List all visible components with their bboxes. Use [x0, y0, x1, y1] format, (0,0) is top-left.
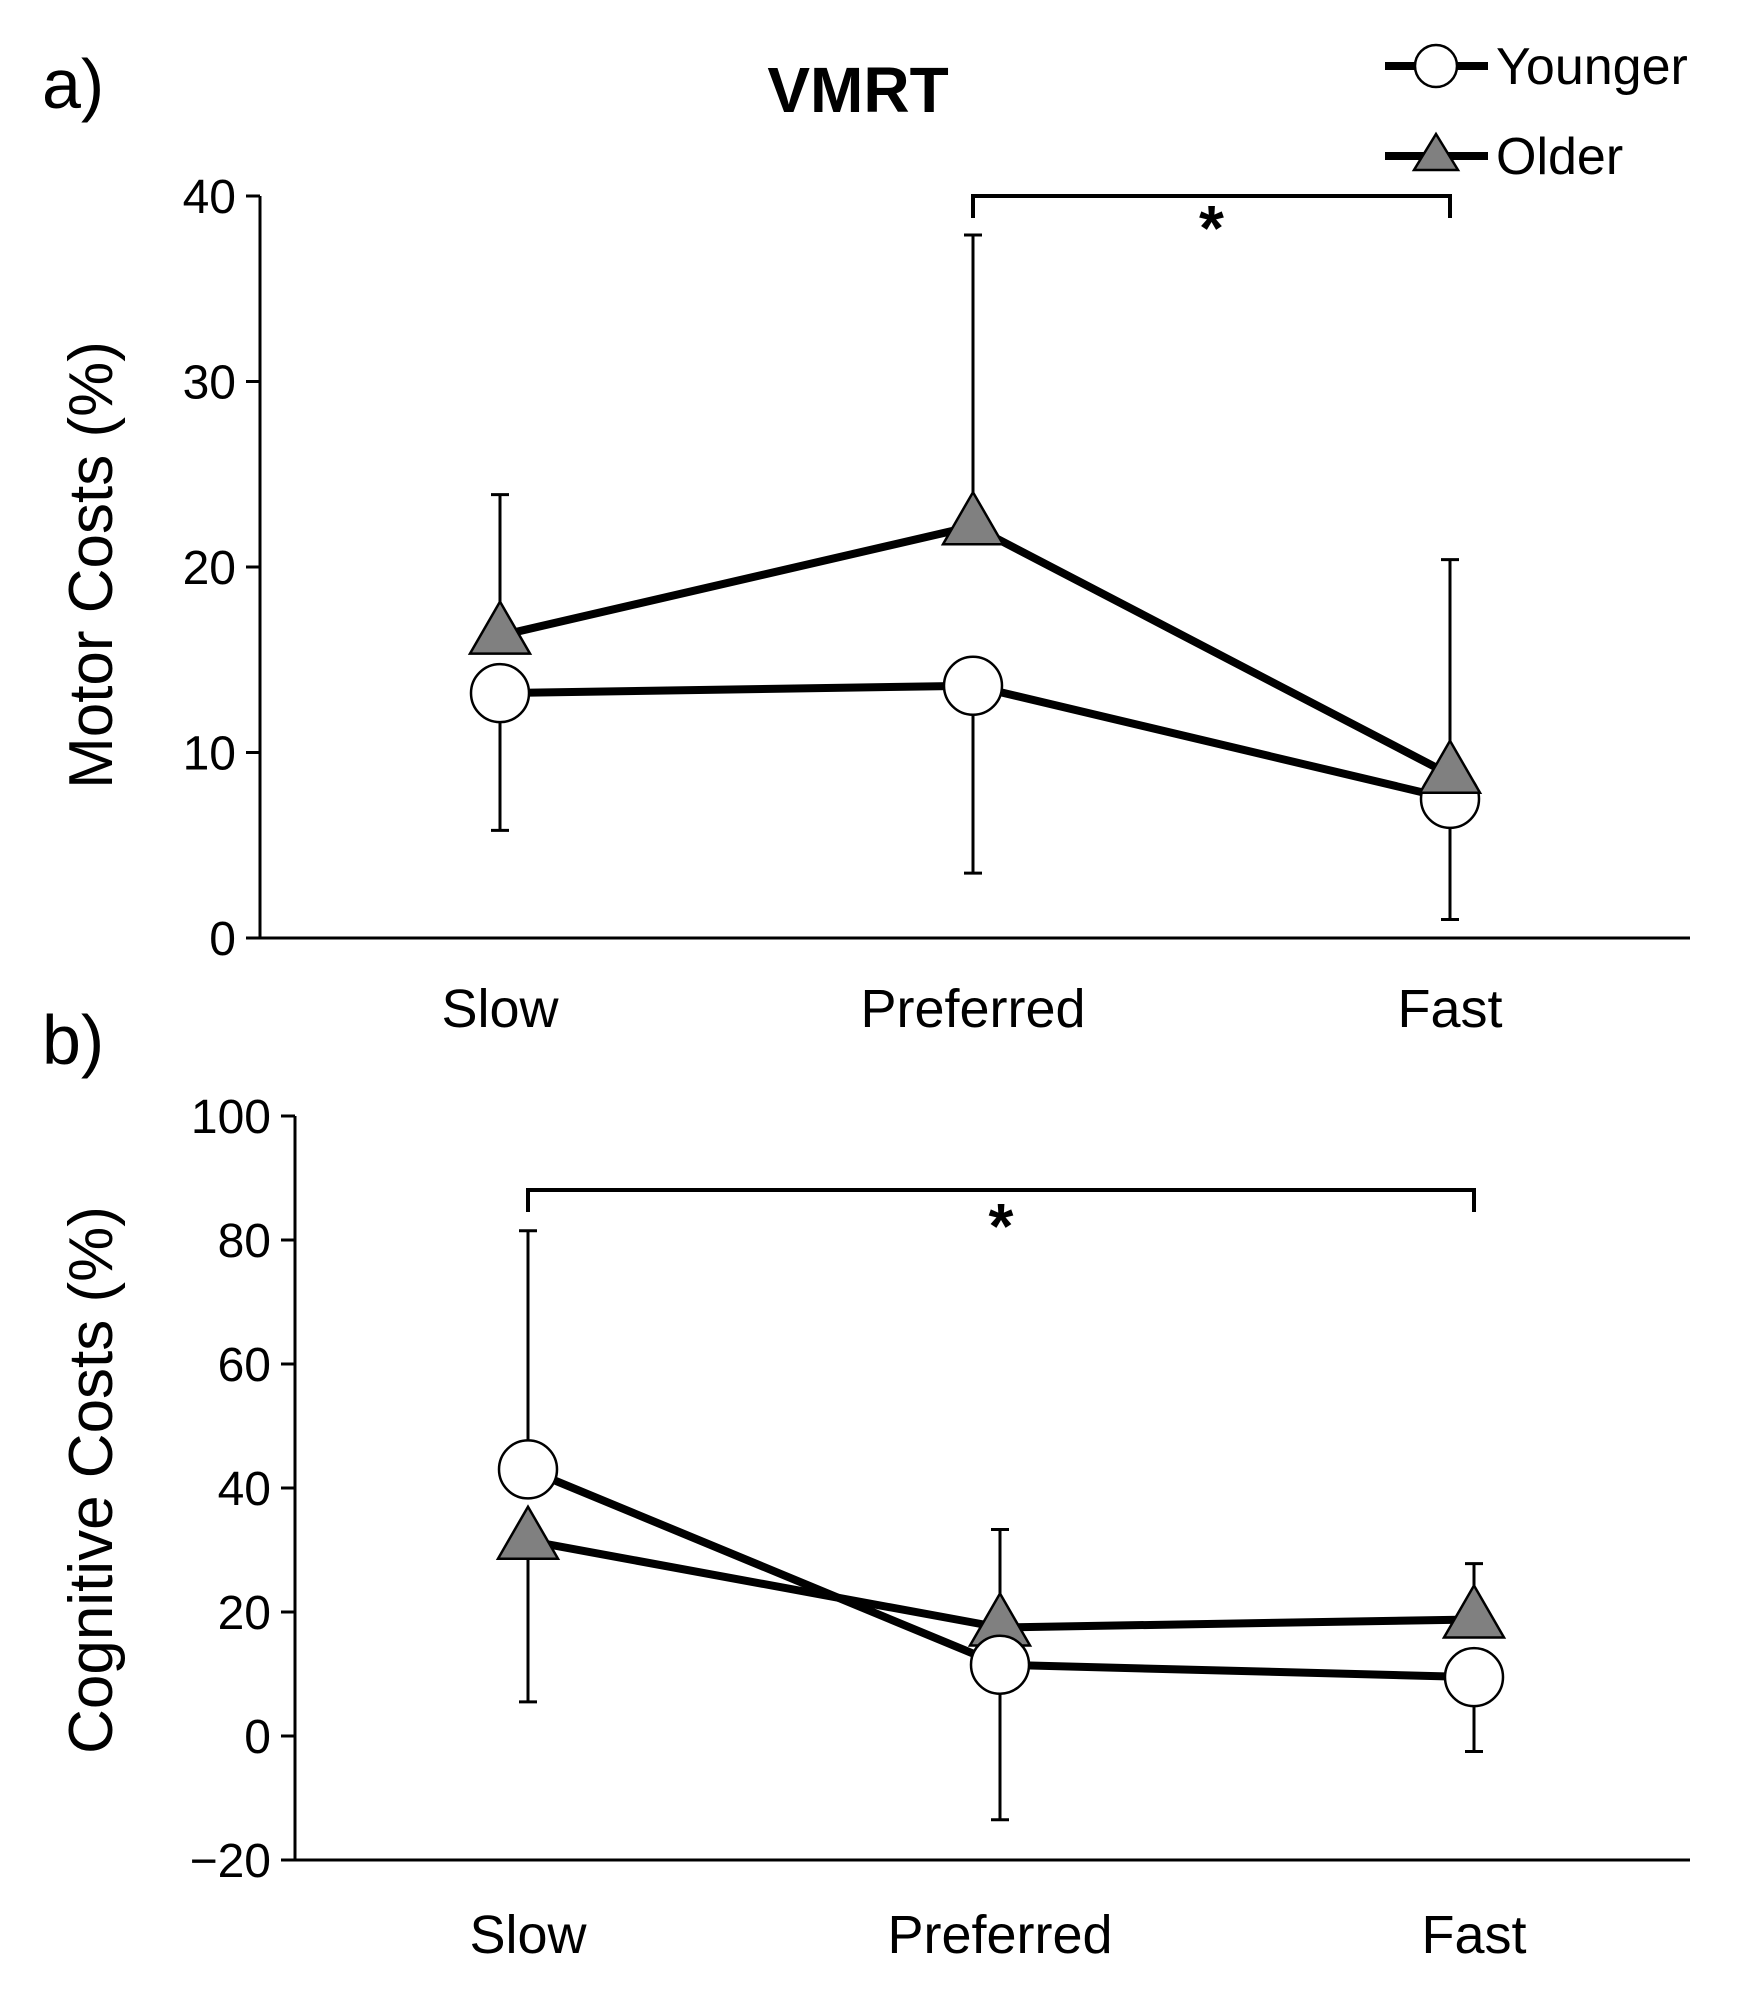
y-tick-label: 100 [191, 1091, 271, 1144]
data-point-younger [469, 662, 531, 724]
y-tick-label: 20 [183, 542, 236, 595]
x-tick-label: Fast [1397, 979, 1502, 1039]
y-axis-label-a: Motor Costs (%) [57, 341, 126, 789]
legend-label-older: Older [1496, 128, 1623, 186]
data-point-younger [497, 1439, 559, 1500]
y-tick-label: 40 [183, 171, 236, 224]
significance-star: * [1199, 192, 1224, 264]
y-tick-label: 30 [183, 357, 236, 410]
x-tick-label: Slow [469, 1905, 587, 1965]
plots: 0 10 20 30 40 Slow Preferred Fast * −20 0 20 40 60 80 1… [183, 171, 1690, 1965]
y-tick-label: 10 [183, 728, 236, 781]
data-point-younger [1443, 1646, 1505, 1708]
legend: Younger Older [1385, 38, 1688, 186]
data-point-older [467, 599, 533, 655]
panel-label-a: a) [42, 45, 104, 123]
data-point-older [940, 489, 1006, 546]
y-tick-label: −20 [190, 1835, 271, 1888]
panel-a: 0 10 20 30 40 Slow Preferred Fast * [183, 171, 1690, 1039]
y-tick-label: 0 [244, 1711, 271, 1764]
data-point-older [1441, 1582, 1507, 1639]
legend-triangle-marker [1411, 131, 1461, 172]
series-line-older [499, 522, 1452, 779]
data-point-younger [969, 1634, 1031, 1695]
panel-b: −20 0 20 40 60 80 100 Slow Preferred Fast * [190, 1091, 1690, 1965]
x-tick-label: Preferred [860, 979, 1085, 1039]
data-point-older [1417, 738, 1483, 795]
data-point-younger [942, 655, 1004, 716]
x-tick-label: Fast [1421, 1905, 1526, 1965]
panel-label-b: b) [42, 1001, 104, 1079]
x-tick-label: Preferred [887, 1905, 1112, 1965]
y-tick-label: 80 [218, 1215, 271, 1268]
significance-bracket [526, 1188, 1476, 1212]
y-tick-label: 40 [218, 1463, 271, 1516]
chart-title: VMRT [767, 54, 948, 126]
y-axis-label-b: Cognitive Costs (%) [57, 1206, 126, 1754]
x-tick-label: Slow [441, 979, 559, 1039]
y-tick-label: 60 [218, 1339, 271, 1392]
legend-label-younger: Younger [1496, 38, 1688, 96]
significance-bracket [971, 194, 1452, 218]
data-point-older [495, 1504, 561, 1560]
y-tick-label: 20 [218, 1587, 271, 1640]
significance-star: * [989, 1190, 1014, 1262]
y-tick-label: 0 [209, 913, 236, 966]
legend-circle-marker [1413, 43, 1459, 89]
